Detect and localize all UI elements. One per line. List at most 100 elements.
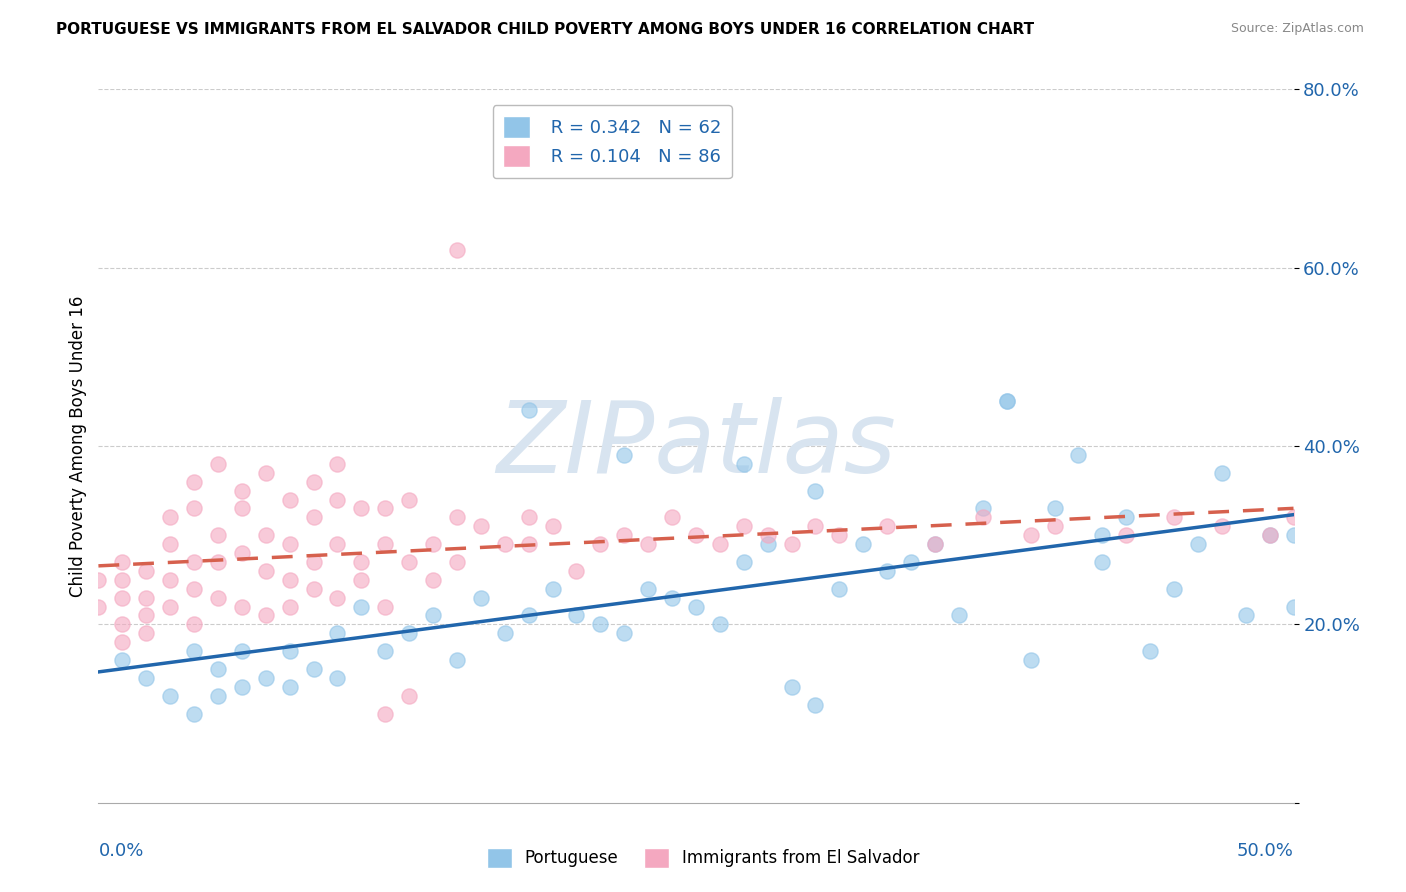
Point: [1258, 528, 1281, 542]
Point: [589, 537, 612, 551]
Point: [183, 501, 205, 516]
Point: [924, 537, 946, 551]
Point: [804, 519, 827, 533]
Point: [254, 564, 277, 578]
Point: [1019, 653, 1042, 667]
Point: [231, 644, 253, 658]
Y-axis label: Child Poverty Among Boys Under 16: Child Poverty Among Boys Under 16: [69, 295, 87, 597]
Point: [111, 591, 134, 605]
Point: [446, 243, 468, 257]
Point: [374, 501, 396, 516]
Point: [302, 510, 325, 524]
Point: [1282, 510, 1305, 524]
Point: [852, 537, 875, 551]
Point: [231, 680, 253, 694]
Point: [135, 564, 157, 578]
Point: [1139, 644, 1161, 658]
Point: [1211, 466, 1233, 480]
Point: [1211, 519, 1233, 533]
Point: [231, 501, 253, 516]
Point: [422, 573, 444, 587]
Point: [876, 564, 898, 578]
Point: [828, 528, 851, 542]
Point: [278, 537, 301, 551]
Point: [517, 537, 540, 551]
Point: [804, 698, 827, 712]
Point: [876, 519, 898, 533]
Point: [111, 555, 134, 569]
Point: [278, 573, 301, 587]
Point: [613, 448, 636, 462]
Point: [326, 671, 349, 685]
Point: [207, 528, 229, 542]
Point: [780, 680, 803, 694]
Point: [278, 492, 301, 507]
Point: [326, 537, 349, 551]
Point: [302, 582, 325, 596]
Point: [302, 475, 325, 489]
Point: [1043, 519, 1066, 533]
Point: [374, 599, 396, 614]
Legend: Portuguese, Immigrants from El Salvador: Portuguese, Immigrants from El Salvador: [479, 841, 927, 875]
Legend:  R = 0.342   N = 62,  R = 0.104   N = 86: R = 0.342 N = 62, R = 0.104 N = 86: [492, 105, 733, 178]
Point: [995, 394, 1018, 409]
Point: [972, 501, 994, 516]
Point: [541, 519, 564, 533]
Point: [398, 492, 420, 507]
Point: [326, 492, 349, 507]
Point: [517, 403, 540, 417]
Point: [111, 653, 134, 667]
Point: [111, 635, 134, 649]
Point: [350, 501, 373, 516]
Point: [446, 510, 468, 524]
Point: [1258, 528, 1281, 542]
Point: [661, 510, 683, 524]
Point: [207, 689, 229, 703]
Point: [589, 617, 612, 632]
Point: [470, 591, 492, 605]
Point: [446, 555, 468, 569]
Point: [350, 599, 373, 614]
Point: [207, 591, 229, 605]
Point: [756, 537, 779, 551]
Point: [87, 573, 110, 587]
Point: [972, 510, 994, 524]
Point: [613, 626, 636, 640]
Text: 0.0%: 0.0%: [98, 842, 143, 860]
Point: [1234, 608, 1257, 623]
Point: [637, 582, 659, 596]
Point: [183, 555, 205, 569]
Point: [709, 617, 731, 632]
Point: [302, 555, 325, 569]
Point: [924, 537, 946, 551]
Point: [135, 626, 157, 640]
Point: [350, 573, 373, 587]
Point: [1163, 582, 1185, 596]
Point: [278, 599, 301, 614]
Point: [111, 617, 134, 632]
Text: 50.0%: 50.0%: [1237, 842, 1294, 860]
Point: [733, 519, 755, 533]
Point: [183, 582, 205, 596]
Point: [494, 537, 516, 551]
Point: [207, 662, 229, 676]
Text: ZIPatlas: ZIPatlas: [496, 398, 896, 494]
Point: [422, 608, 444, 623]
Point: [183, 644, 205, 658]
Point: [278, 680, 301, 694]
Point: [231, 483, 253, 498]
Point: [1282, 528, 1305, 542]
Point: [900, 555, 922, 569]
Point: [1115, 510, 1137, 524]
Point: [780, 537, 803, 551]
Point: [159, 573, 181, 587]
Point: [422, 537, 444, 551]
Point: [494, 626, 516, 640]
Point: [135, 608, 157, 623]
Point: [1163, 510, 1185, 524]
Point: [326, 457, 349, 471]
Point: [995, 394, 1018, 409]
Point: [685, 599, 707, 614]
Point: [326, 591, 349, 605]
Point: [446, 653, 468, 667]
